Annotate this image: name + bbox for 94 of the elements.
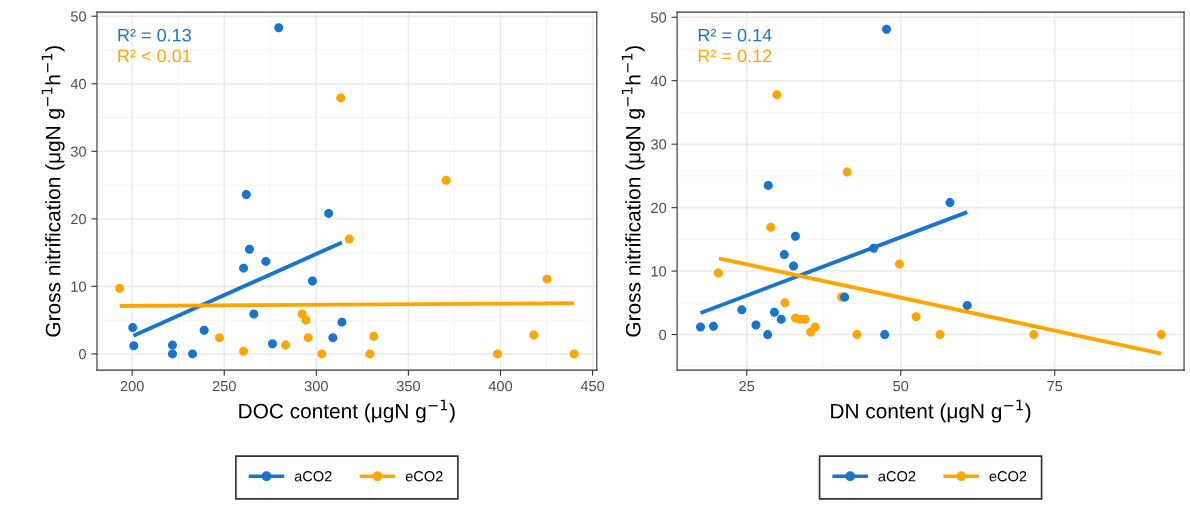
point <box>365 349 375 359</box>
x-tick-label: 25 <box>739 380 755 392</box>
legend-label: aCO2 <box>878 471 916 482</box>
point <box>713 268 723 278</box>
annotation: R² = 0.13 <box>118 28 191 42</box>
y-tick-label: 30 <box>651 139 667 150</box>
point <box>1156 330 1166 340</box>
point <box>441 175 451 185</box>
point <box>776 314 786 324</box>
annotation: R² = 0.14 <box>698 28 772 42</box>
point <box>344 234 354 244</box>
point <box>267 339 277 349</box>
y-tick-label: 10 <box>651 266 667 277</box>
point <box>935 330 945 340</box>
point <box>852 330 862 340</box>
annotation: R² < 0.01 <box>118 49 191 63</box>
point <box>1029 330 1039 340</box>
point <box>708 321 718 331</box>
x-tick-label: 75 <box>1047 381 1063 392</box>
point <box>911 312 921 322</box>
y-tick-label: 20 <box>651 202 667 214</box>
point <box>945 198 955 208</box>
point <box>115 283 125 293</box>
y-tick-label: 0 <box>79 349 86 360</box>
point <box>281 340 291 350</box>
point <box>249 309 259 319</box>
point <box>962 300 972 310</box>
legend-label: eCO2 <box>989 471 1027 482</box>
x-tick-label: 200 <box>120 380 144 392</box>
point <box>188 349 198 359</box>
point <box>324 208 334 218</box>
point <box>129 341 139 351</box>
legend-label: eCO2 <box>405 471 443 482</box>
point <box>751 320 761 330</box>
point <box>239 263 249 273</box>
point <box>882 24 892 34</box>
annotation: R² = 0.12 <box>698 49 772 63</box>
point <box>769 307 779 317</box>
point <box>737 305 747 315</box>
x-tick-label: 300 <box>304 380 328 392</box>
point <box>806 327 816 337</box>
point <box>261 256 271 266</box>
point <box>780 298 790 308</box>
x-tick-label: 400 <box>488 380 513 392</box>
point <box>542 274 552 284</box>
point <box>842 167 852 177</box>
point <box>214 333 224 343</box>
y-axis-title: Gross nitrification (μgN g$^{−1}$h$^{−1}$) <box>621 46 645 337</box>
point <box>869 243 879 253</box>
point <box>369 331 379 341</box>
legend-label: aCO2 <box>294 471 332 482</box>
y-tick-label: 20 <box>71 213 86 225</box>
point <box>493 349 503 359</box>
point <box>569 349 579 359</box>
point <box>307 276 317 286</box>
point <box>763 330 773 340</box>
point <box>241 190 251 200</box>
point <box>779 250 789 260</box>
point <box>529 330 539 340</box>
x-tick-label: 350 <box>396 380 420 392</box>
y-tick-label: 10 <box>71 281 86 292</box>
x-tick-label: 50 <box>893 380 909 392</box>
point <box>894 259 904 269</box>
point <box>303 333 313 343</box>
point <box>301 315 311 325</box>
point <box>167 340 177 350</box>
point <box>274 23 284 33</box>
point <box>696 322 706 332</box>
point <box>199 325 209 335</box>
y-axis-title: Gross nitrification (μgN g$^{−1}$h$^{−1}$) <box>41 46 65 337</box>
y-tick-label: 0 <box>659 329 667 340</box>
point <box>763 180 773 190</box>
x-tick-label: 250 <box>212 380 236 392</box>
x-axis-title: DN content (μgN g$^{−1}$) <box>831 399 1031 423</box>
point <box>880 330 890 340</box>
point <box>317 349 327 359</box>
y-tick-label: 40 <box>70 78 86 90</box>
y-tick-label: 30 <box>70 146 86 157</box>
point <box>167 349 177 359</box>
point <box>337 317 347 327</box>
point <box>766 222 776 232</box>
point <box>128 323 138 333</box>
point <box>789 261 799 271</box>
y-tick-label: 50 <box>70 11 86 22</box>
point <box>328 333 338 343</box>
point <box>244 244 254 254</box>
point <box>239 346 249 356</box>
point <box>336 93 346 103</box>
y-tick-label: 40 <box>650 75 667 87</box>
point <box>790 231 800 241</box>
point <box>772 90 782 100</box>
x-axis-title: DOC content (μgN g$^{−1}$) <box>239 399 455 423</box>
y-tick-label: 50 <box>651 12 667 23</box>
x-tick-label: 450 <box>580 380 605 392</box>
